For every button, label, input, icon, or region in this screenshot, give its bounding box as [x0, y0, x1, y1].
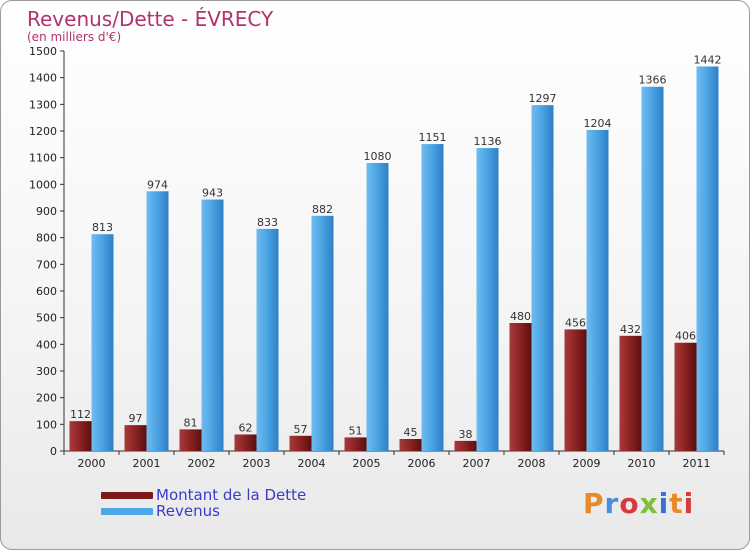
bar-revenue [201, 199, 224, 451]
y-tick-label: 500 [36, 312, 57, 325]
data-label-revenue: 813 [92, 221, 113, 234]
legend-item-revenue: Revenus [101, 503, 306, 519]
bar-debt [509, 323, 532, 451]
data-label-revenue: 1080 [364, 150, 392, 163]
logo-letter: i [683, 487, 695, 520]
logo-letter: x [639, 487, 659, 520]
legend-label-revenue: Revenus [156, 502, 220, 520]
y-tick-label: 1100 [29, 152, 57, 165]
data-label-debt: 432 [620, 323, 641, 336]
y-tick-label: 700 [36, 258, 57, 271]
x-tick-label: 2001 [133, 457, 161, 470]
data-label-revenue: 882 [312, 203, 333, 216]
logo-letter: i [658, 487, 670, 520]
legend-swatch-revenue [101, 508, 153, 515]
x-tick-label: 2008 [518, 457, 546, 470]
y-tick-label: 100 [36, 418, 57, 431]
data-label-debt: 45 [404, 426, 418, 439]
data-label-revenue: 1297 [529, 92, 557, 105]
y-tick-label: 1500 [29, 45, 57, 58]
y-tick-label: 0 [50, 445, 57, 458]
bar-debt [454, 440, 477, 451]
data-label-debt: 406 [675, 330, 696, 343]
legend: Montant de la Dette Revenus [101, 487, 306, 519]
logo-letter: t [669, 487, 684, 520]
chart-title: Revenus/Dette - ÉVRECY [27, 7, 274, 31]
x-tick-label: 2006 [408, 457, 436, 470]
data-label-revenue: 1442 [694, 53, 722, 66]
legend-item-debt: Montant de la Dette [101, 487, 306, 503]
data-label-revenue: 1136 [474, 135, 502, 148]
y-tick-label: 400 [36, 338, 57, 351]
y-tick-label: 900 [36, 205, 57, 218]
bar-revenue [531, 105, 554, 451]
bar-revenue [311, 215, 334, 451]
y-tick-label: 1400 [29, 72, 57, 85]
bar-debt [124, 425, 147, 451]
y-tick-label: 800 [36, 232, 57, 245]
y-tick-label: 200 [36, 392, 57, 405]
bar-debt [344, 437, 367, 451]
bar-revenue [421, 144, 444, 452]
bar-debt [674, 342, 697, 451]
x-tick-label: 2003 [243, 457, 271, 470]
data-label-debt: 81 [184, 416, 198, 429]
data-label-debt: 112 [70, 408, 91, 421]
bar-revenue [91, 234, 114, 451]
y-tick-label: 1000 [29, 178, 57, 191]
proxiti-logo: Proxiti [583, 487, 694, 520]
x-tick-label: 2007 [463, 457, 491, 470]
data-label-revenue: 1151 [419, 131, 447, 144]
bar-debt [289, 435, 312, 451]
data-label-debt: 38 [459, 428, 473, 441]
data-label-debt: 480 [510, 310, 531, 323]
logo-letter: r [604, 487, 620, 520]
y-tick-label: 600 [36, 285, 57, 298]
bar-debt [399, 439, 422, 451]
bar-debt [564, 329, 587, 451]
bar-revenue [256, 228, 279, 451]
bar-revenue [476, 148, 499, 452]
bar-revenue [641, 86, 664, 451]
x-tick-label: 2000 [78, 457, 106, 470]
x-tick-label: 2004 [298, 457, 326, 470]
logo-letter: o [619, 487, 640, 520]
bar-debt [69, 421, 92, 451]
data-label-debt: 51 [349, 424, 363, 437]
x-tick-label: 2009 [573, 457, 601, 470]
data-label-revenue: 833 [257, 216, 278, 229]
data-label-debt: 57 [294, 423, 308, 436]
bar-revenue [696, 66, 719, 451]
bar-debt [619, 335, 642, 451]
bar-debt [234, 434, 257, 451]
x-tick-label: 2011 [683, 457, 711, 470]
x-tick-label: 2005 [353, 457, 381, 470]
bar-debt [179, 429, 202, 451]
legend-swatch-debt [101, 492, 153, 499]
x-tick-label: 2002 [188, 457, 216, 470]
chart-subtitle: (en milliers d'€) [27, 30, 122, 44]
data-label-revenue: 974 [147, 178, 168, 191]
y-tick-label: 1200 [29, 125, 57, 138]
data-label-debt: 62 [239, 421, 253, 434]
data-label-revenue: 1204 [584, 117, 612, 130]
data-label-debt: 456 [565, 316, 586, 329]
y-tick-label: 300 [36, 365, 57, 378]
y-tick-label: 1300 [29, 98, 57, 111]
legend-label-debt: Montant de la Dette [156, 486, 307, 504]
data-label-revenue: 1366 [639, 74, 667, 87]
x-tick-label: 2010 [628, 457, 656, 470]
bar-revenue [366, 163, 389, 451]
logo-letter: P [583, 487, 605, 520]
data-label-revenue: 943 [202, 187, 223, 200]
data-label-debt: 97 [129, 412, 143, 425]
bar-revenue [146, 191, 169, 451]
bar-revenue [586, 129, 609, 451]
